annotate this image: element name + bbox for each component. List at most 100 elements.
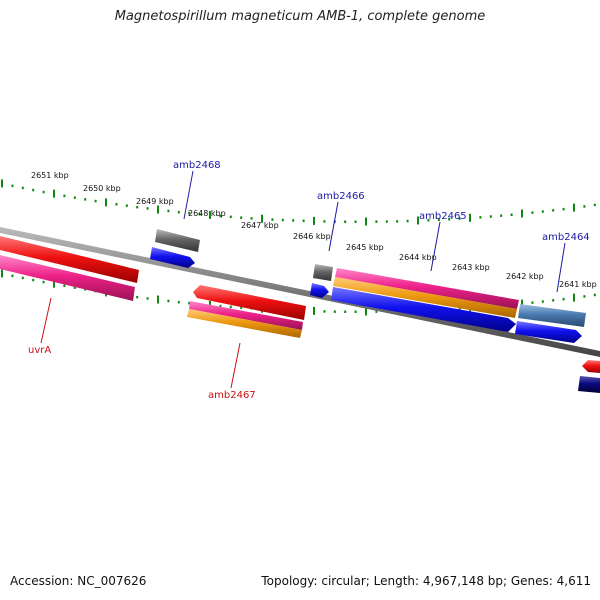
cds-feature-amb2467-pink[interactable] [189,301,303,330]
major-tick [365,307,367,316]
cds-feature-amb2465-blue[interactable] [331,287,516,332]
tick-label: 2651 kbp [31,171,69,180]
leader-line-amb2468 [183,170,194,220]
minor-tick [344,310,347,313]
minor-tick [271,218,274,221]
cds-feature-amb2464-steel[interactable] [518,304,586,327]
minor-tick [500,214,503,217]
minor-tick [42,280,45,284]
minor-tick [323,310,326,313]
gene-label-amb2465[interactable]: amb2465 [419,211,467,222]
minor-tick [229,215,232,219]
minor-tick [125,204,128,207]
minor-tick [146,207,149,210]
gene-label-amb2468[interactable]: amb2468 [173,160,221,171]
minor-tick [240,216,243,219]
major-tick [313,306,315,315]
major-tick [573,293,575,302]
minor-tick [541,210,544,213]
cds-feature-amb2468-blue[interactable] [150,247,195,268]
cds-feature-amb2468-gray[interactable] [155,229,200,252]
minor-tick [375,310,378,313]
minor-tick [354,310,357,313]
major-tick [313,216,315,225]
major-tick [157,205,159,214]
minor-tick [188,211,191,215]
gene-label-uvra[interactable]: uvrA [28,345,51,356]
minor-tick [427,219,430,222]
minor-tick [333,310,336,313]
minor-tick [458,217,461,220]
minor-tick [21,276,24,280]
minor-tick [396,220,399,223]
minor-tick [198,213,201,216]
minor-tick [167,299,170,303]
minor-tick [489,215,492,218]
cds-feature-amb2467-red[interactable] [193,285,306,320]
tick-label: 2646 kbp [293,232,331,241]
minor-tick [115,203,118,206]
leader-line-amb2467 [230,342,241,389]
minor-tick [437,218,440,222]
major-tick [469,213,471,222]
major-tick [573,203,575,212]
minor-tick [375,220,378,223]
gene-label-amb2467[interactable]: amb2467 [208,390,256,401]
cds-feature-amb2465-orange[interactable] [333,277,517,318]
minor-tick [562,297,565,301]
minor-tick [593,203,596,207]
tick-label: 2641 kbp [559,280,597,289]
accession-text: Accession: NC_007626 [10,574,147,588]
minor-tick [510,213,513,216]
tick-label: 2650 kbp [83,184,121,193]
cds-feature-amb2464-blue[interactable] [515,321,582,343]
minor-tick [229,305,232,309]
minor-tick [458,307,461,310]
minor-tick [188,301,191,305]
cds-feature-amb2465-pink[interactable] [335,268,519,309]
minor-tick [406,219,409,223]
minor-tick [136,295,139,299]
minor-tick [385,220,388,223]
gene-label-amb2466[interactable]: amb2466 [317,191,365,202]
minor-tick [354,220,357,223]
minor-tick [219,304,222,308]
minor-tick [562,207,565,211]
gene-label-amb2464[interactable]: amb2464 [542,232,590,243]
leader-line-amb2466 [328,201,339,252]
cds-feature-amb2466-gray[interactable] [313,264,333,281]
minor-tick [583,205,586,208]
leader-line-amb2464 [556,242,566,293]
minor-tick [146,297,149,300]
major-tick [521,299,523,308]
cds-feature-edge-navy[interactable] [578,376,600,393]
map-title: Magnetospirillum magneticum AMB-1, compl… [114,9,486,24]
minor-tick [344,220,347,223]
minor-tick [63,284,66,288]
tick-label: 2645 kbp [346,243,384,252]
tick-label: 2649 kbp [136,197,174,206]
minor-tick [167,209,170,213]
minor-tick [11,184,14,188]
tick-label: 2643 kbp [452,263,490,272]
minor-tick [32,188,35,192]
tick-label: 2642 kbp [506,272,544,281]
minor-tick [177,210,180,214]
minor-tick [302,219,305,223]
cds-feature-amb2466-blue[interactable] [310,283,329,298]
minor-tick [94,199,97,203]
major-tick [365,217,367,226]
minor-tick [63,194,66,198]
cds-feature-uvra-red[interactable] [0,236,139,283]
cds-feature-amb2467-orange[interactable] [187,309,302,338]
cds-feature-edge-red[interactable] [582,360,600,373]
major-tick [209,210,211,219]
major-tick [1,179,3,188]
cds-feature-uvra-pink[interactable] [0,255,135,301]
minor-tick [42,190,45,194]
tick-label: 2647 kbp [241,221,279,230]
minor-tick [73,286,76,289]
minor-tick [32,278,35,282]
minor-tick [240,306,243,309]
